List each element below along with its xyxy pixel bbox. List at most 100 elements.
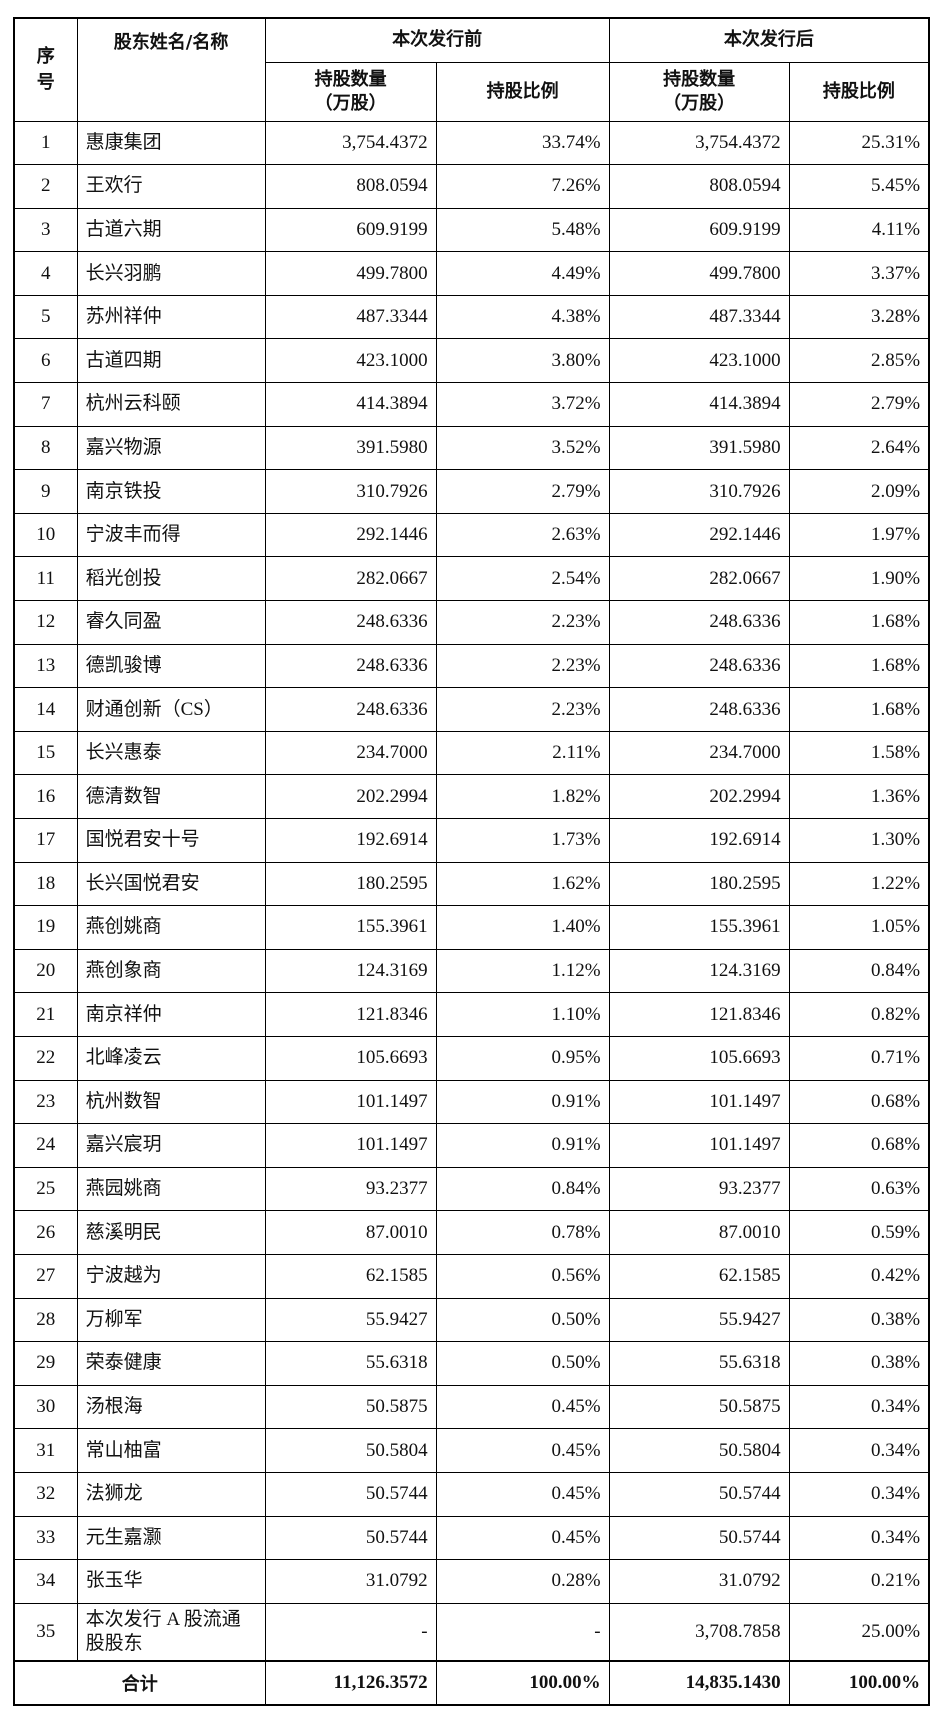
- table-row: 9 南京铁投 310.7926 2.79% 310.7926 2.09%: [13, 469, 930, 514]
- ratio-cell: 0.42%: [788, 1253, 930, 1299]
- shares-cell: 101.1497: [608, 1079, 790, 1125]
- table-row: 29 荣泰健康 55.6318 0.50% 55.6318 0.38%: [13, 1341, 930, 1386]
- ratio-cell: 1.05%: [788, 905, 930, 950]
- shares-cell: 202.2994: [264, 774, 437, 819]
- shares-cell: 105.6693: [608, 1035, 790, 1081]
- table-row: 10 宁波丰而得 292.1446 2.63% 292.1446 1.97%: [13, 512, 930, 558]
- table-row: 28 万柳军 55.9427 0.50% 55.9427 0.38%: [13, 1297, 930, 1343]
- name-cell: 长兴惠泰: [76, 730, 266, 776]
- shares-cell: 310.7926: [264, 469, 437, 514]
- shares-cell: 248.6336: [608, 687, 790, 732]
- ratio-cell: 0.38%: [788, 1341, 930, 1386]
- shares-cell: 155.3961: [264, 905, 437, 950]
- ratio-cell: 2.64%: [788, 425, 930, 471]
- shares-cell: 282.0667: [264, 556, 437, 602]
- ratio-cell: -: [435, 1602, 610, 1662]
- ratio-cell: 1.30%: [788, 818, 930, 863]
- name-cell: 杭州数智: [76, 1079, 266, 1125]
- ratio-cell: 4.49%: [435, 251, 610, 296]
- ratio-cell: 0.21%: [788, 1559, 930, 1604]
- name-cell: 宁波丰而得: [76, 512, 266, 558]
- ratio-cell: 3.28%: [788, 294, 930, 340]
- seq-cell: 3: [13, 207, 78, 253]
- ratio-cell: 0.95%: [435, 1035, 610, 1081]
- shareholder-table: 序号 股东姓名/名称 本次发行前 本次发行后 持股数量 （万股） 持股比例 持股数…: [13, 17, 931, 1707]
- shares-cell: 3,754.4372: [608, 120, 790, 166]
- header-line: （万股）: [663, 92, 736, 114]
- name-cell: 汤根海: [76, 1384, 266, 1430]
- seq-cell: 14: [13, 687, 78, 732]
- table-row: 17 国悦君安十号 192.6914 1.73% 192.6914 1.30%: [13, 818, 930, 863]
- total-label: 合计: [13, 1660, 266, 1706]
- table-row: 6 古道四期 423.1000 3.80% 423.1000 2.85%: [13, 338, 930, 384]
- name-cell: 燕创象商: [76, 948, 266, 994]
- shares-cell: 248.6336: [264, 687, 437, 732]
- shares-cell: 234.7000: [264, 730, 437, 776]
- shares-cell: 310.7926: [608, 469, 790, 514]
- table-row: 14 财通创新（CS） 248.6336 2.23% 248.6336 1.68%: [13, 687, 930, 732]
- table-row: 22 北峰凌云 105.6693 0.95% 105.6693 0.71%: [13, 1035, 930, 1081]
- shares-cell: 423.1000: [608, 338, 790, 384]
- seq-cell: 6: [13, 338, 78, 384]
- shares-cell: 50.5744: [608, 1515, 790, 1561]
- ratio-cell: 5.48%: [435, 207, 610, 253]
- name-cell: 慈溪明民: [76, 1210, 266, 1255]
- shares-cell: 423.1000: [264, 338, 437, 384]
- ratio-cell: 0.82%: [788, 992, 930, 1037]
- shares-cell: 248.6336: [264, 643, 437, 689]
- ratio-cell: 0.59%: [788, 1210, 930, 1255]
- name-cell: 元生嘉灏: [76, 1515, 266, 1561]
- shares-cell: 609.9199: [608, 207, 790, 253]
- ratio-cell: 0.38%: [788, 1297, 930, 1343]
- name-cell: 苏州祥仲: [76, 294, 266, 340]
- name-cell: 燕创姚商: [76, 905, 266, 950]
- shares-cell: 155.3961: [608, 905, 790, 950]
- shares-cell: 248.6336: [264, 600, 437, 645]
- name-cell: 北峰凌云: [76, 1035, 266, 1081]
- shares-cell: 391.5980: [608, 425, 790, 471]
- shares-cell: 124.3169: [608, 948, 790, 994]
- table-row: 5 苏州祥仲 487.3344 4.38% 487.3344 3.28%: [13, 294, 930, 340]
- seq-cell: 8: [13, 425, 78, 471]
- table-row: 32 法狮龙 50.5744 0.45% 50.5744 0.34%: [13, 1471, 930, 1517]
- table-row: 4 长兴羽鹏 499.7800 4.49% 499.7800 3.37%: [13, 251, 930, 296]
- table-row: 12 睿久同盈 248.6336 2.23% 248.6336 1.68%: [13, 600, 930, 645]
- ratio-cell: 1.10%: [435, 992, 610, 1037]
- ratio-cell: 7.26%: [435, 164, 610, 209]
- shares-cell: 55.9427: [264, 1297, 437, 1343]
- name-cell: 德凯骏博: [76, 643, 266, 689]
- table-row: 23 杭州数智 101.1497 0.91% 101.1497 0.68%: [13, 1079, 930, 1125]
- header-group: 本次发行后: [608, 17, 930, 63]
- name-cell: 惠康集团: [76, 120, 266, 166]
- ratio-cell: 1.36%: [788, 774, 930, 819]
- ratio-cell: 0.84%: [435, 1166, 610, 1212]
- ratio-cell: 2.23%: [435, 600, 610, 645]
- ratio-cell: 2.11%: [435, 730, 610, 776]
- name-cell: 稻光创投: [76, 556, 266, 602]
- total-row: 合计 11,126.3572 100.00% 14,835.1430 100.00%: [13, 1660, 930, 1706]
- ratio-cell: 0.78%: [435, 1210, 610, 1255]
- table-row: 3 古道六期 609.9199 5.48% 609.9199 4.11%: [13, 207, 930, 253]
- total-cell: 100.00%: [788, 1660, 930, 1706]
- ratio-cell: 1.12%: [435, 948, 610, 994]
- seq-cell: 9: [13, 469, 78, 514]
- total-cell: 11,126.3572: [264, 1660, 437, 1706]
- seq-cell: 1: [13, 120, 78, 166]
- ratio-cell: 2.79%: [435, 469, 610, 514]
- seq-cell: 2: [13, 164, 78, 209]
- ratio-cell: 0.56%: [435, 1253, 610, 1299]
- seq-cell: 4: [13, 251, 78, 296]
- shares-cell: 499.7800: [608, 251, 790, 296]
- seq-cell: 26: [13, 1210, 78, 1255]
- table-row: 30 汤根海 50.5875 0.45% 50.5875 0.34%: [13, 1384, 930, 1430]
- ratio-cell: 1.73%: [435, 818, 610, 863]
- shares-cell: 87.0010: [264, 1210, 437, 1255]
- ratio-cell: 4.38%: [435, 294, 610, 340]
- ratio-cell: 0.91%: [435, 1079, 610, 1125]
- ratio-cell: 0.28%: [435, 1559, 610, 1604]
- seq-cell: 11: [13, 556, 78, 602]
- seq-cell: 23: [13, 1079, 78, 1125]
- shares-cell: 248.6336: [608, 643, 790, 689]
- shares-cell: 499.7800: [264, 251, 437, 296]
- seq-cell: 21: [13, 992, 78, 1037]
